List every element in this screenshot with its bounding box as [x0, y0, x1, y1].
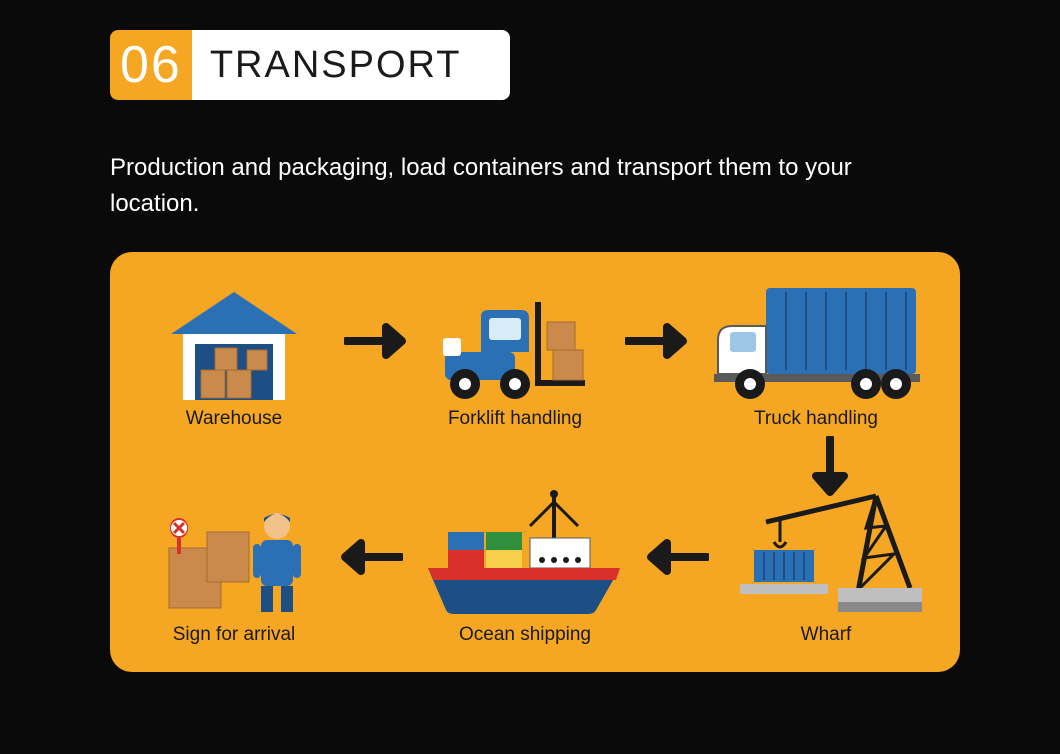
arrow-right-icon — [344, 323, 406, 359]
step-forklift: Forklift handling — [425, 282, 605, 430]
forklift-icon — [435, 282, 595, 402]
flow-row-2: Sign for arrival — [144, 498, 926, 646]
step-warehouse: Warehouse — [144, 282, 324, 430]
step-truck: Truck handling — [706, 282, 926, 430]
transport-flow-panel: Warehouse — [110, 252, 960, 672]
step-label: Truck handling — [754, 408, 878, 430]
crane-icon — [726, 498, 926, 618]
step-label: Sign for arrival — [173, 624, 296, 646]
arrow-left-icon — [341, 539, 403, 575]
delivery-person-icon — [149, 498, 319, 618]
arrow-down-icon — [144, 436, 926, 496]
step-sign: Sign for arrival — [144, 498, 324, 646]
step-ship: Ocean shipping — [420, 498, 630, 646]
step-label: Forklift handling — [448, 408, 582, 430]
step-label: Warehouse — [186, 408, 282, 430]
arrow-right-icon — [625, 323, 687, 359]
truck-icon — [706, 282, 926, 402]
step-label: Ocean shipping — [459, 624, 591, 646]
step-wharf: Wharf — [726, 498, 926, 646]
arrow-left-icon — [647, 539, 709, 575]
ship-icon — [420, 498, 630, 618]
flow-row-1: Warehouse — [144, 282, 926, 430]
warehouse-icon — [169, 282, 299, 402]
section-badge: 06 TRANSPORT — [110, 30, 510, 100]
step-label: Wharf — [801, 624, 852, 646]
section-title: TRANSPORT — [192, 30, 510, 100]
section-number: 06 — [110, 30, 192, 100]
section-description: Production and packaging, load container… — [110, 150, 890, 222]
